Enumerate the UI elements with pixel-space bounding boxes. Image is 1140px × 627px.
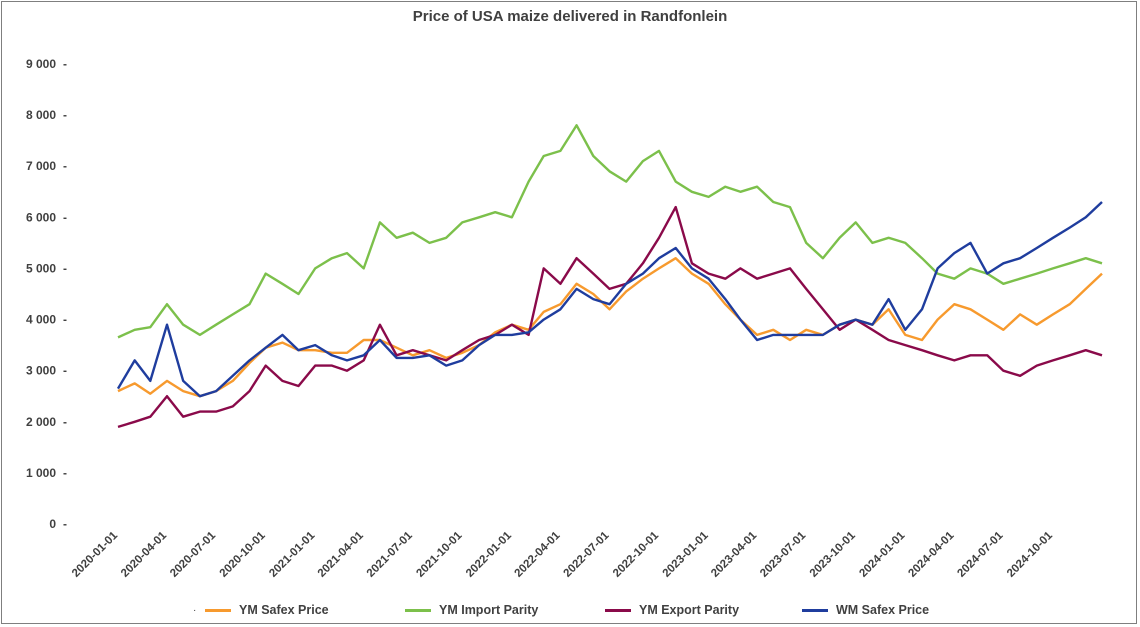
- legend-item: YM Safex Price: [205, 603, 329, 617]
- y-tick-label: 4 000: [26, 313, 56, 327]
- y-axis-ticks: 0 -1 000 -2 000 -3 000 -4 000 -5 000 -6 000 -7 …: [26, 57, 67, 531]
- y-tick-label: 5 000: [26, 261, 56, 275]
- legend-item: WM Safex Price: [802, 603, 929, 617]
- legend-label: YM Export Parity: [639, 603, 740, 617]
- x-tick-label: 2020-10-01: [218, 529, 269, 580]
- y-tick-mark: -: [63, 415, 67, 429]
- series-line-ym-import-parity: [117, 124, 1103, 339]
- x-tick-label: 2021-10-01: [414, 529, 465, 580]
- legend-label: WM Safex Price: [836, 603, 930, 617]
- y-tick-label: 8 000: [26, 108, 56, 122]
- x-tick-label: 2022-01-01: [464, 529, 515, 580]
- x-tick-label: 2021-01-01: [267, 529, 318, 580]
- x-tick-label: 2020-01-01: [70, 529, 121, 580]
- y-tick-label: 6 000: [26, 210, 56, 224]
- x-tick-label: 2022-07-01: [561, 529, 612, 580]
- y-tick-label: 0: [49, 517, 56, 531]
- series-line-ym-safex-price: [117, 257, 1103, 398]
- y-tick-mark: -: [63, 313, 67, 327]
- y-tick-mark: -: [63, 159, 67, 173]
- chart-title: Price of USA maize delivered in Randfonl…: [412, 8, 728, 25]
- legend-item: YM Export Parity: [605, 603, 739, 617]
- series-line-wm-safex-price: [116, 201, 1103, 398]
- y-tick-mark: -: [63, 466, 67, 480]
- x-tick-label: 2020-04-01: [119, 529, 170, 580]
- legend-label: YM Import Parity: [439, 603, 539, 617]
- legend-swatch: [605, 608, 631, 612]
- y-tick-mark: -: [63, 210, 67, 224]
- y-tick-label: 1 000: [26, 466, 56, 480]
- legend-dot-marker: ·: [193, 605, 197, 616]
- x-tick-label: 2023-04-01: [709, 529, 760, 580]
- x-tick-label: 2024-04-01: [906, 529, 957, 580]
- x-tick-label: 2023-01-01: [661, 529, 712, 580]
- legend-swatch: [405, 608, 431, 612]
- legend-swatch: [802, 608, 828, 612]
- x-tick-label: 2024-01-01: [857, 529, 908, 580]
- x-tick-label: 2023-10-01: [808, 529, 859, 580]
- series-line-ym-export-parity: [117, 205, 1103, 429]
- x-tick-label: 2024-10-01: [1005, 529, 1056, 580]
- x-tick-label: 2024-07-01: [955, 529, 1006, 580]
- chart-legend: · YM Safex Price YM Import Parity YM Expor…: [0, 603, 1140, 621]
- series-lines: [116, 124, 1103, 429]
- legend-swatch: [205, 608, 231, 612]
- x-tick-label: 2022-04-01: [512, 529, 563, 580]
- y-tick-label: 9 000: [26, 57, 56, 71]
- y-tick-label: 7 000: [26, 159, 56, 173]
- x-tick-label: 2022-10-01: [611, 529, 662, 580]
- x-tick-label: 2023-07-01: [758, 529, 809, 580]
- legend-item: YM Import Parity: [405, 603, 538, 617]
- y-tick-label: 2 000: [26, 415, 56, 429]
- y-tick-mark: -: [63, 517, 67, 531]
- y-tick-mark: -: [63, 57, 67, 71]
- y-tick-mark: -: [63, 261, 67, 275]
- y-tick-label: 3 000: [26, 364, 56, 378]
- x-tick-label: 2021-07-01: [365, 529, 416, 580]
- legend-label: YM Safex Price: [239, 603, 329, 617]
- x-tick-label: 2020-07-01: [168, 529, 219, 580]
- y-tick-mark: -: [63, 364, 67, 378]
- x-tick-label: 2021-04-01: [316, 529, 367, 580]
- y-tick-mark: -: [63, 108, 67, 122]
